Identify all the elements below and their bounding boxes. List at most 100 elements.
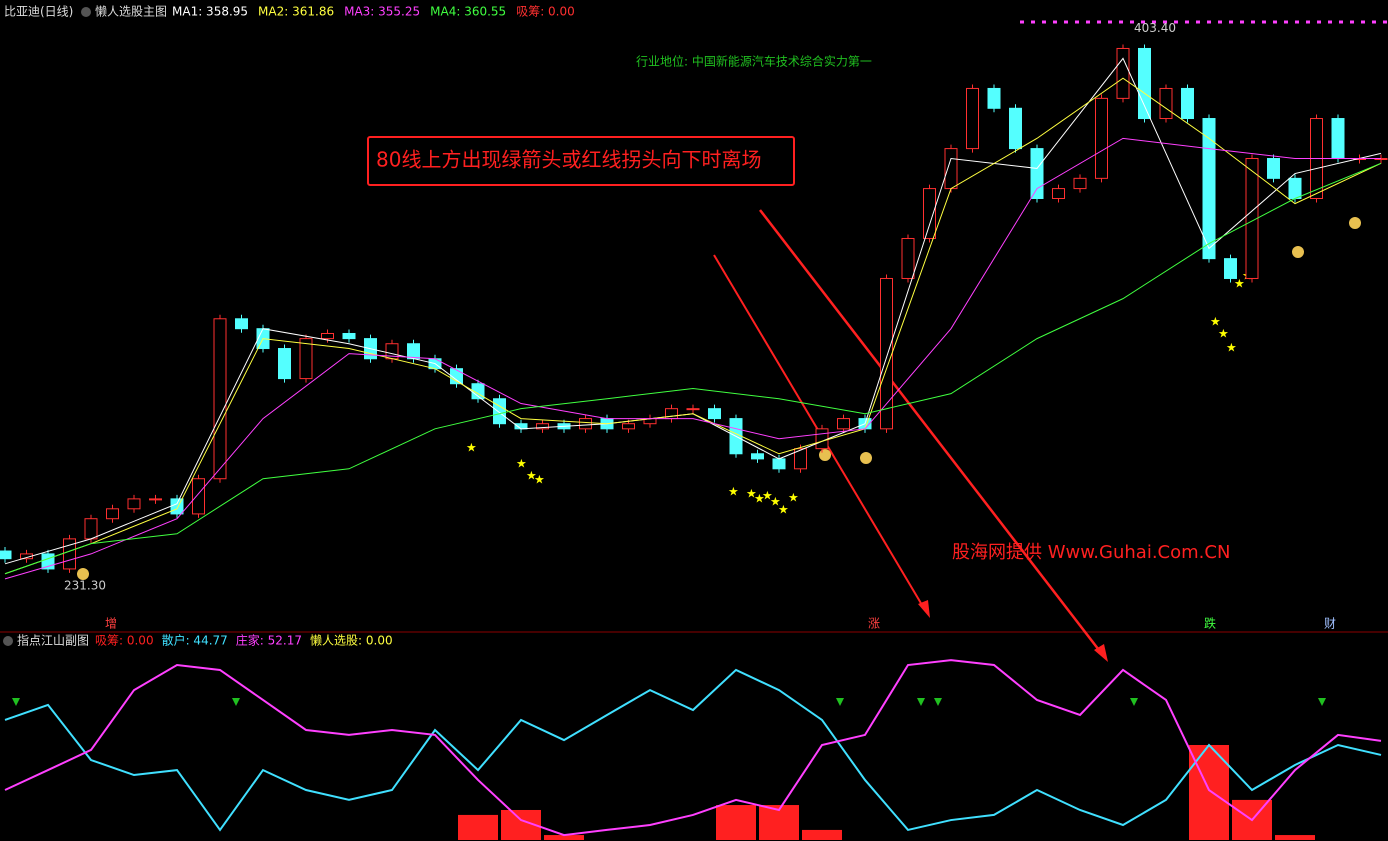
candle [0, 550, 12, 560]
ma-line [4, 77, 1382, 575]
candle [1116, 47, 1130, 99]
sub-triangles [12, 698, 1326, 706]
candle [987, 87, 1001, 109]
arrow-head [1094, 644, 1108, 662]
money-bag [860, 452, 872, 464]
candle [106, 508, 119, 520]
legend-entry: MA3: 355.25 [344, 5, 420, 19]
candle [686, 408, 700, 411]
candle [321, 332, 334, 340]
triangle [12, 698, 20, 706]
sub-legend-entry: 吸筹: 0.00 [95, 634, 154, 648]
triangle [1318, 698, 1326, 706]
money-bag [819, 449, 831, 461]
candle [1009, 107, 1022, 150]
candle [342, 332, 356, 340]
industry-note: 行业地位: 中国新能源汽车技术综合实力第一 [636, 54, 872, 69]
high-label: 403.40 [1134, 21, 1176, 35]
sub-title: 指点江山副图 [17, 633, 89, 648]
arrow-line [759, 209, 1103, 655]
star: ★ [778, 503, 789, 517]
sub-legend-entry: 散户: 44.77 [162, 633, 228, 648]
triangle [917, 698, 925, 706]
triangle [1130, 698, 1138, 706]
event-label: 财 [1324, 617, 1336, 631]
accumulation-bar [1275, 835, 1315, 840]
candle [127, 498, 141, 510]
candle [1181, 87, 1194, 120]
candle [880, 277, 893, 430]
candle [772, 458, 786, 470]
triangle [934, 698, 942, 706]
candle [901, 237, 915, 279]
triangle [232, 698, 240, 706]
candle [299, 338, 313, 380]
sub-legend-entry: 庄家: 52.17 [236, 633, 302, 648]
event-label: 涨 [868, 616, 880, 631]
triangle [836, 698, 844, 706]
star: ★ [534, 473, 545, 487]
legend-entry: MA4: 360.55 [430, 5, 506, 19]
accumulation-bar [544, 835, 584, 840]
accumulation-bar [458, 814, 498, 840]
candle [1030, 148, 1044, 199]
menu-icon[interactable] [3, 636, 13, 646]
star: ★ [1226, 341, 1237, 355]
arrow-head [918, 600, 930, 618]
star: ★ [526, 469, 537, 483]
sub-legend-entry: 懒人选股: 0.00 [310, 634, 393, 648]
legend-entry: MA2: 361.86 [258, 5, 334, 19]
star: ★ [770, 495, 781, 509]
star: ★ [754, 492, 765, 506]
candle [579, 418, 592, 430]
star: ★ [1234, 277, 1245, 291]
callout-box [367, 136, 795, 186]
candle [1052, 188, 1065, 199]
low-label: 231.30 [64, 578, 106, 592]
candle [815, 428, 829, 450]
security-name: 比亚迪(日线) [4, 5, 73, 19]
star: ★ [1210, 315, 1221, 329]
candle [1288, 177, 1302, 199]
star: ★ [762, 489, 773, 503]
candle [622, 423, 635, 430]
star: ★ [516, 457, 527, 471]
candle [278, 348, 291, 380]
star: ★ [788, 491, 799, 505]
money-bag [1292, 246, 1304, 258]
candle [1267, 158, 1280, 179]
candle [192, 478, 205, 515]
candle [213, 318, 227, 480]
candle [1095, 97, 1108, 179]
money-icons [77, 217, 1361, 580]
candle [944, 148, 958, 190]
candle [966, 87, 979, 150]
event-label: 跌 [1204, 616, 1216, 631]
candle [1245, 158, 1259, 279]
candle [837, 418, 850, 430]
candle [1159, 87, 1173, 120]
indicator-name: 懒人选股主图 [95, 5, 167, 19]
ma-line [4, 137, 1381, 580]
candle [235, 318, 248, 330]
star: ★ [746, 487, 757, 501]
star: ★ [1218, 327, 1229, 341]
candle [84, 518, 98, 540]
money-bag [77, 568, 89, 580]
candle [794, 448, 807, 470]
candle [407, 343, 420, 360]
watermark: 股海网提供 Www.Guhai.Com.CN [952, 542, 1230, 563]
candle [1224, 258, 1237, 279]
candle [1202, 118, 1216, 260]
candle [536, 423, 549, 430]
candle [149, 498, 162, 501]
legend-entry: MA1: 358.95 [172, 5, 248, 19]
candle [493, 398, 506, 425]
menu-icon[interactable] [81, 7, 91, 17]
candle [708, 408, 721, 420]
candle [751, 453, 764, 460]
candle [1073, 177, 1087, 190]
candle [1331, 118, 1345, 160]
